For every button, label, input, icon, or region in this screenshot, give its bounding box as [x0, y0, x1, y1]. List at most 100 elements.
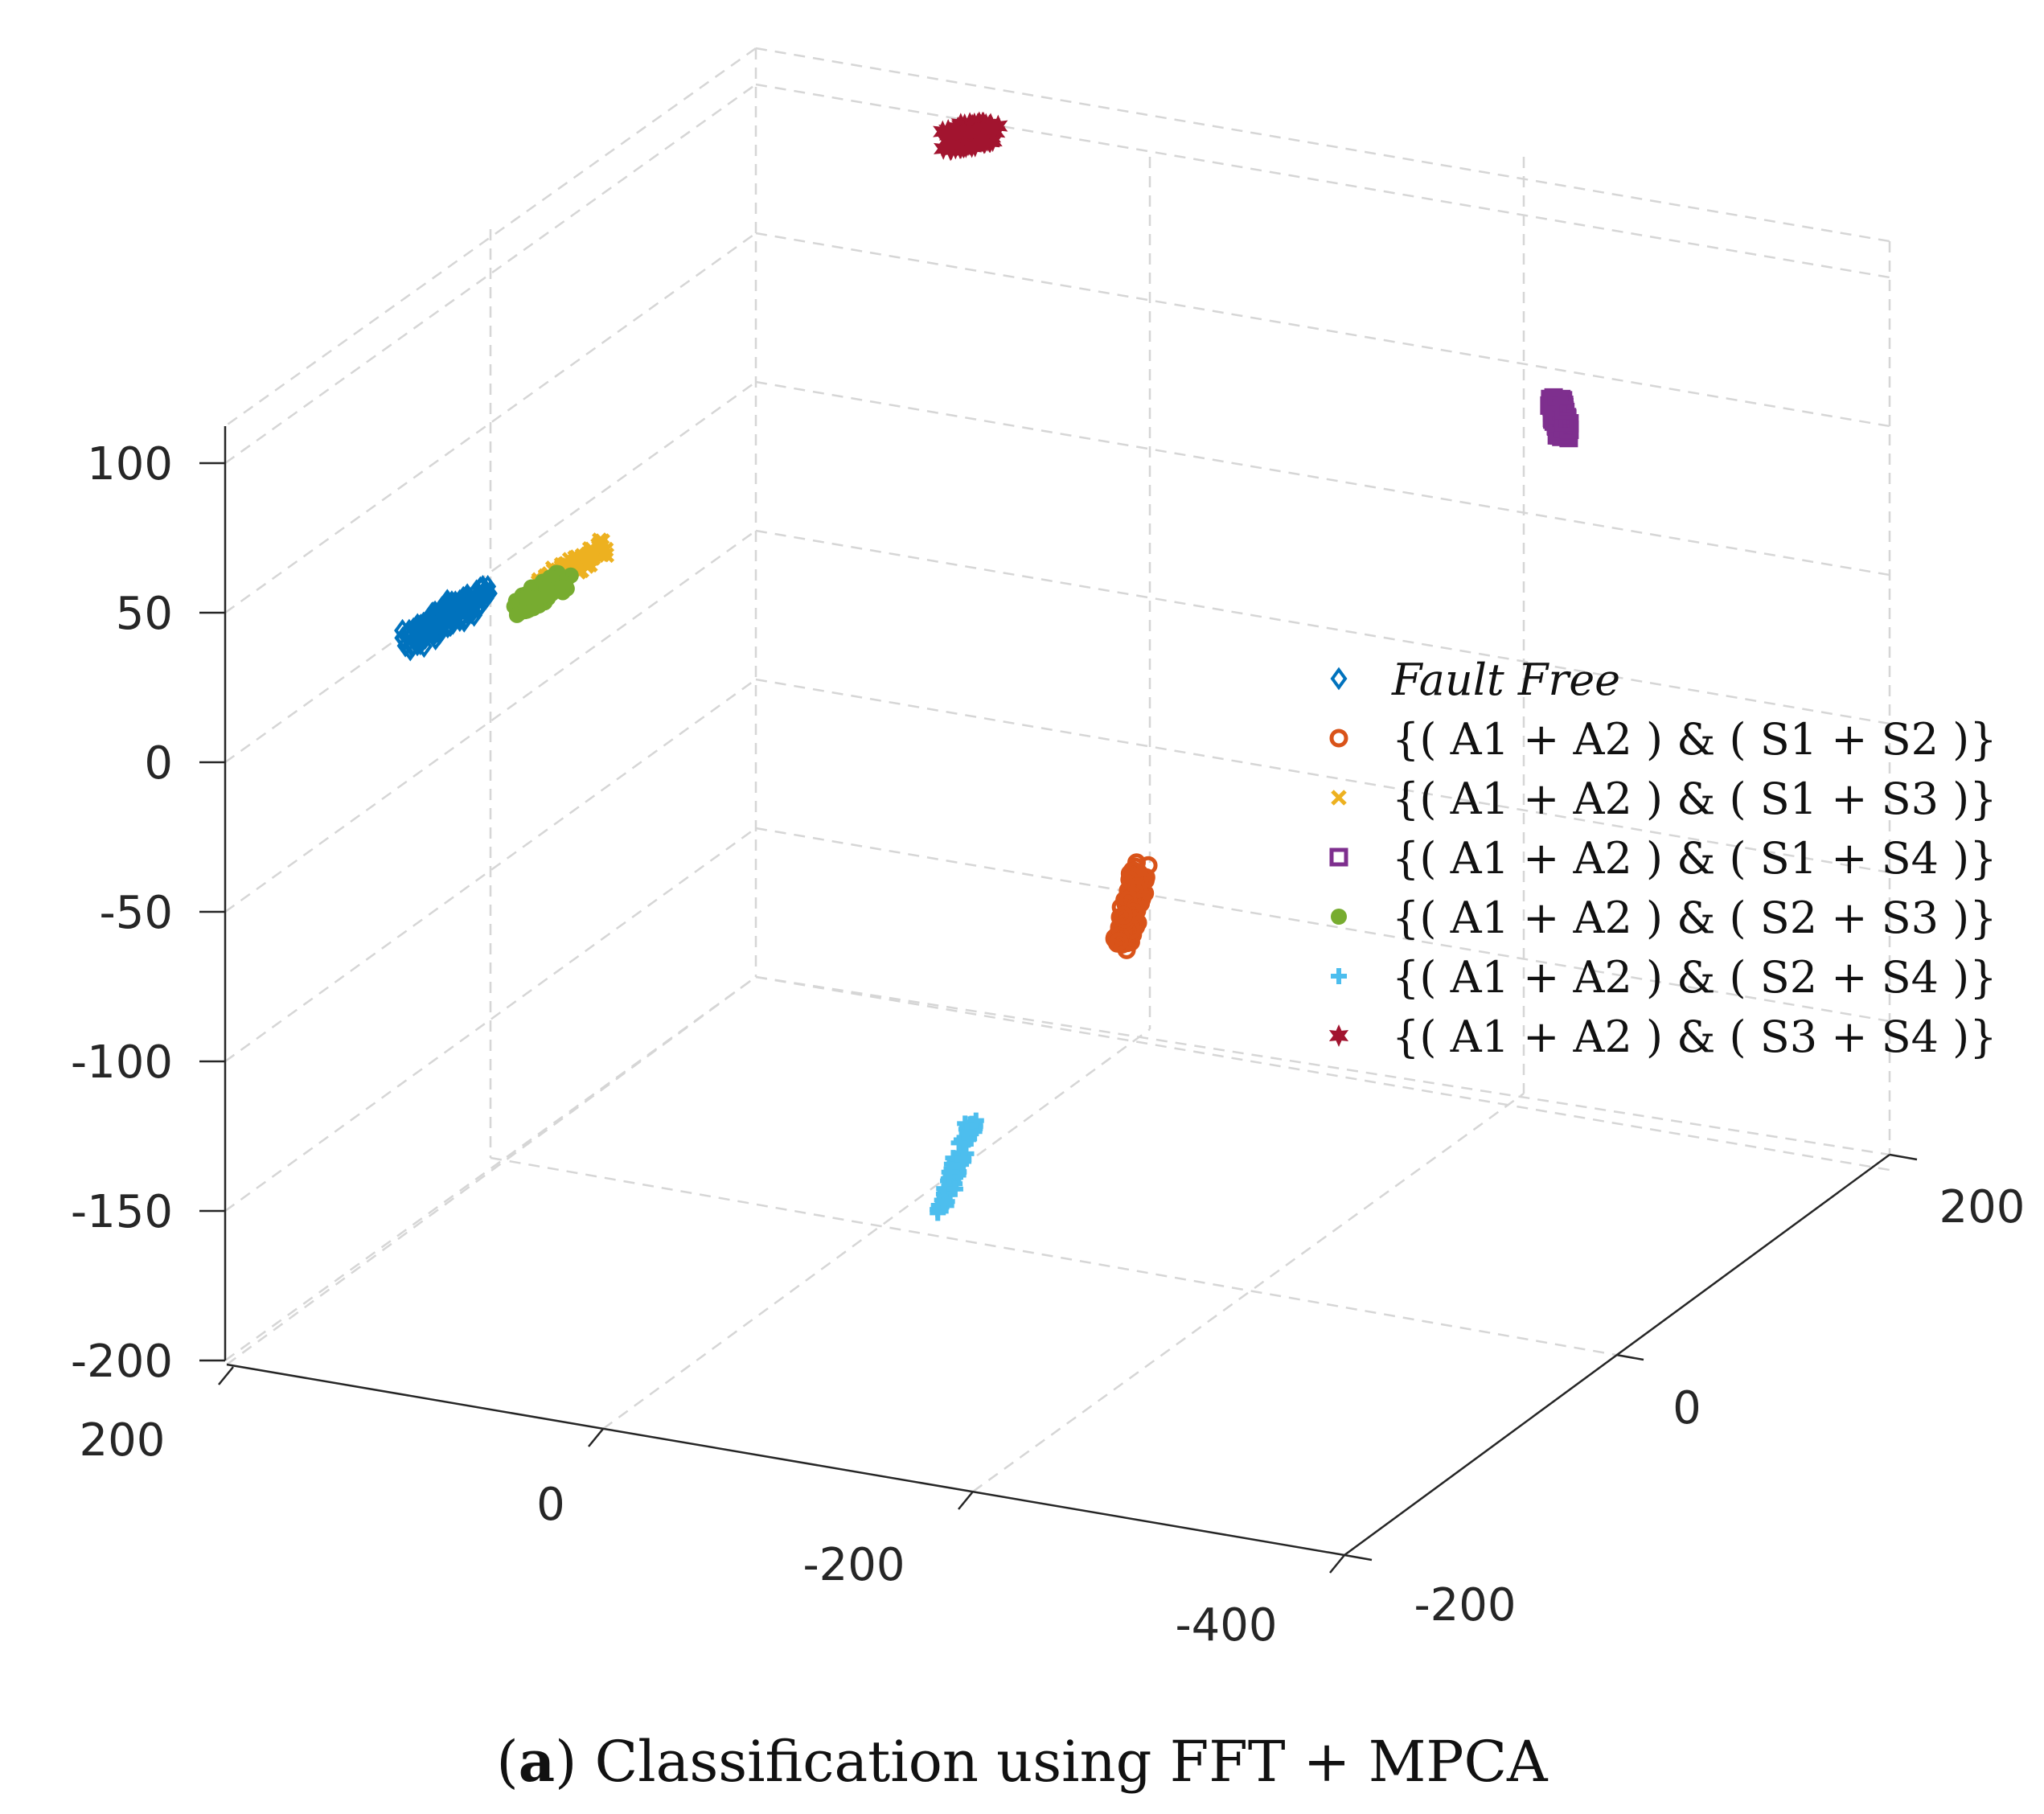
- x-tick-label: -400: [1175, 1599, 1277, 1652]
- grid-line: [224, 678, 757, 1063]
- grid-line: [755, 380, 1890, 577]
- point-fault-free: [421, 608, 439, 632]
- y-tick-label: -200: [1414, 1579, 1516, 1631]
- x-tick-label: 0: [536, 1479, 565, 1531]
- legend-label: {( A1 + A2 ) & ( S1 + S3 )}: [1392, 774, 1997, 824]
- legend-marker-shape: [1331, 968, 1347, 984]
- legend-marker: [1331, 790, 1347, 806]
- tick-marks: [199, 462, 1918, 1574]
- legend-marker-shape: [1329, 847, 1348, 867]
- point-s1-s4: [1554, 412, 1574, 432]
- grid-line: [755, 232, 1890, 428]
- x-tick-label: 200: [80, 1414, 166, 1467]
- grid-line: [972, 1092, 1525, 1493]
- point-fault-free: [397, 622, 414, 646]
- legend-marker: [1330, 667, 1348, 691]
- caption: (a) Classification using FFT + MPCA: [496, 1728, 1549, 1795]
- legend-marker: [1331, 909, 1347, 925]
- y-tick-label: 0: [1673, 1382, 1701, 1434]
- legend-label: {( A1 + A2 ) & ( S2 + S3 )}: [1392, 893, 1997, 943]
- point-s3-s4: [938, 123, 958, 146]
- legend-label: {( A1 + A2 ) & ( S3 + S4 )}: [1392, 1012, 1997, 1062]
- grid-line: [224, 83, 757, 465]
- legend-label: Fault Free: [1391, 655, 1620, 705]
- x-tick: [218, 1366, 234, 1385]
- grid-line: [226, 975, 757, 1366]
- legend-item: {( A1 + A2 ) & ( S1 + S3 )}: [1331, 774, 1997, 824]
- legend-label: {( A1 + A2 ) & ( S2 + S4 )}: [1392, 952, 1997, 1003]
- legend: Fault Free {( A1 + A2 ) & ( S1 + S2 )} {( …: [1328, 655, 1997, 1062]
- z-tick-label: 100: [87, 438, 173, 490]
- legend-marker-shape: [1328, 1024, 1349, 1047]
- grid-line: [224, 529, 757, 913]
- grid-line: [224, 827, 757, 1213]
- grid-line: [755, 83, 1890, 279]
- x-tick: [588, 1428, 604, 1447]
- point-s3-s4: [965, 134, 985, 158]
- grid-line: [602, 1028, 1151, 1430]
- grid-line: [224, 232, 757, 614]
- z-tick-label: -100: [71, 1036, 173, 1089]
- grid-line: [755, 529, 1890, 725]
- caption-text: Classification using FFT + MPCA: [595, 1729, 1549, 1795]
- point-s2-s4: [941, 1164, 958, 1180]
- x-tick: [958, 1491, 974, 1510]
- point-s3-s4: [972, 129, 992, 152]
- caption-label: a: [519, 1728, 555, 1795]
- point-s2-s4: [967, 1112, 984, 1129]
- z-tick-label: -150: [71, 1186, 173, 1238]
- point-fault-free: [458, 583, 476, 607]
- legend-item: Fault Free: [1330, 655, 1620, 705]
- y-tick-label: 200: [1939, 1181, 2026, 1233]
- point-s2-s3: [528, 590, 545, 607]
- grid-line: [224, 380, 757, 764]
- point-s2-s4: [946, 1180, 963, 1197]
- y-tick: [1889, 1153, 1918, 1161]
- point-fault-free: [474, 574, 491, 598]
- point-s1-s4: [1555, 400, 1574, 420]
- point-s1-s2: [1123, 902, 1143, 921]
- legend-marker-shape: [1331, 790, 1347, 806]
- point-s3-s4: [934, 137, 954, 160]
- point-s1-s2: [1129, 880, 1148, 899]
- legend-item: {( A1 + A2 ) & ( S2 + S4 )}: [1331, 952, 1997, 1003]
- point-s1-s2: [1114, 905, 1134, 925]
- point-s3-s4: [942, 133, 962, 156]
- point-s1-s2: [1110, 932, 1129, 951]
- point-fault-free: [469, 596, 486, 620]
- point-s3-s4: [969, 121, 989, 145]
- legend-item: {( A1 + A2 ) & ( S2 + S3 )}: [1331, 893, 1997, 943]
- grid-line: [755, 975, 1890, 1156]
- tick-labels: -200 -150 -100 -50 0 50 100 200 0 -200 -400 -200 0 20…: [71, 438, 2026, 1652]
- y-tick: [1344, 1553, 1373, 1562]
- legend-marker: [1329, 847, 1348, 867]
- point-s2-s4: [954, 1151, 971, 1168]
- legend-marker: [1328, 1024, 1349, 1047]
- legend-label: {( A1 + A2 ) & ( S1 + S2 )}: [1392, 714, 1997, 765]
- z-tick-label: -200: [71, 1336, 173, 1388]
- legend-marker: [1331, 968, 1347, 984]
- y-tick: [1615, 1353, 1644, 1361]
- point-s1-s4: [1543, 392, 1562, 411]
- grid-line: [490, 1156, 1617, 1356]
- point-fault-free: [431, 604, 449, 627]
- x-tick: [1329, 1554, 1345, 1574]
- legend-marker: [1329, 728, 1348, 748]
- point-s3-s4: [979, 117, 999, 140]
- point-fault-free: [438, 599, 456, 623]
- point-s2-s3: [538, 581, 555, 597]
- legend-marker-shape: [1330, 667, 1348, 691]
- legend-item: {( A1 + A2 ) & ( S1 + S4 )}: [1329, 833, 1997, 884]
- z-tick-label: -50: [100, 887, 173, 939]
- point-fault-free: [458, 596, 475, 619]
- z-tick-label: 50: [116, 588, 173, 640]
- grid-lines: [224, 47, 1891, 1493]
- point-s1-s3: [584, 548, 600, 564]
- legend-item: {( A1 + A2 ) & ( S3 + S4 )}: [1328, 1012, 1997, 1062]
- grid-line: [755, 975, 1890, 1172]
- point-s3-s4: [954, 136, 974, 159]
- legend-label: {( A1 + A2 ) & ( S1 + S4 )}: [1392, 833, 1997, 884]
- legend-item: {( A1 + A2 ) & ( S1 + S2 )}: [1329, 714, 1997, 765]
- grid-line: [755, 47, 1890, 243]
